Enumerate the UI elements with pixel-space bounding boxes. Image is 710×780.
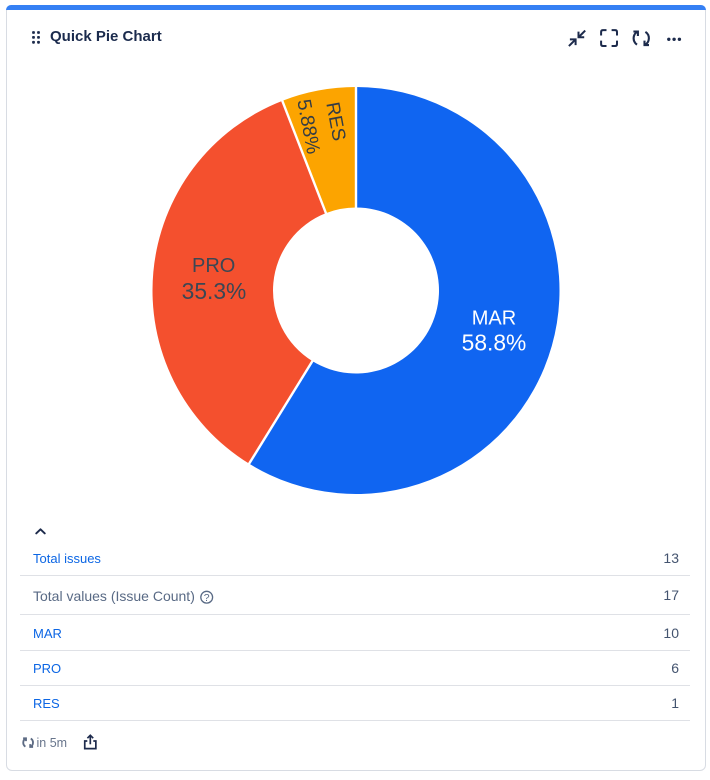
svg-text:in 5m: in 5m — [37, 736, 68, 750]
svg-text:?: ? — [203, 592, 209, 604]
svg-text:PRO: PRO — [192, 255, 235, 277]
svg-text:58.8%: 58.8% — [462, 330, 527, 356]
svg-text:MAR: MAR — [472, 308, 516, 330]
svg-text:35.3%: 35.3% — [182, 278, 247, 304]
